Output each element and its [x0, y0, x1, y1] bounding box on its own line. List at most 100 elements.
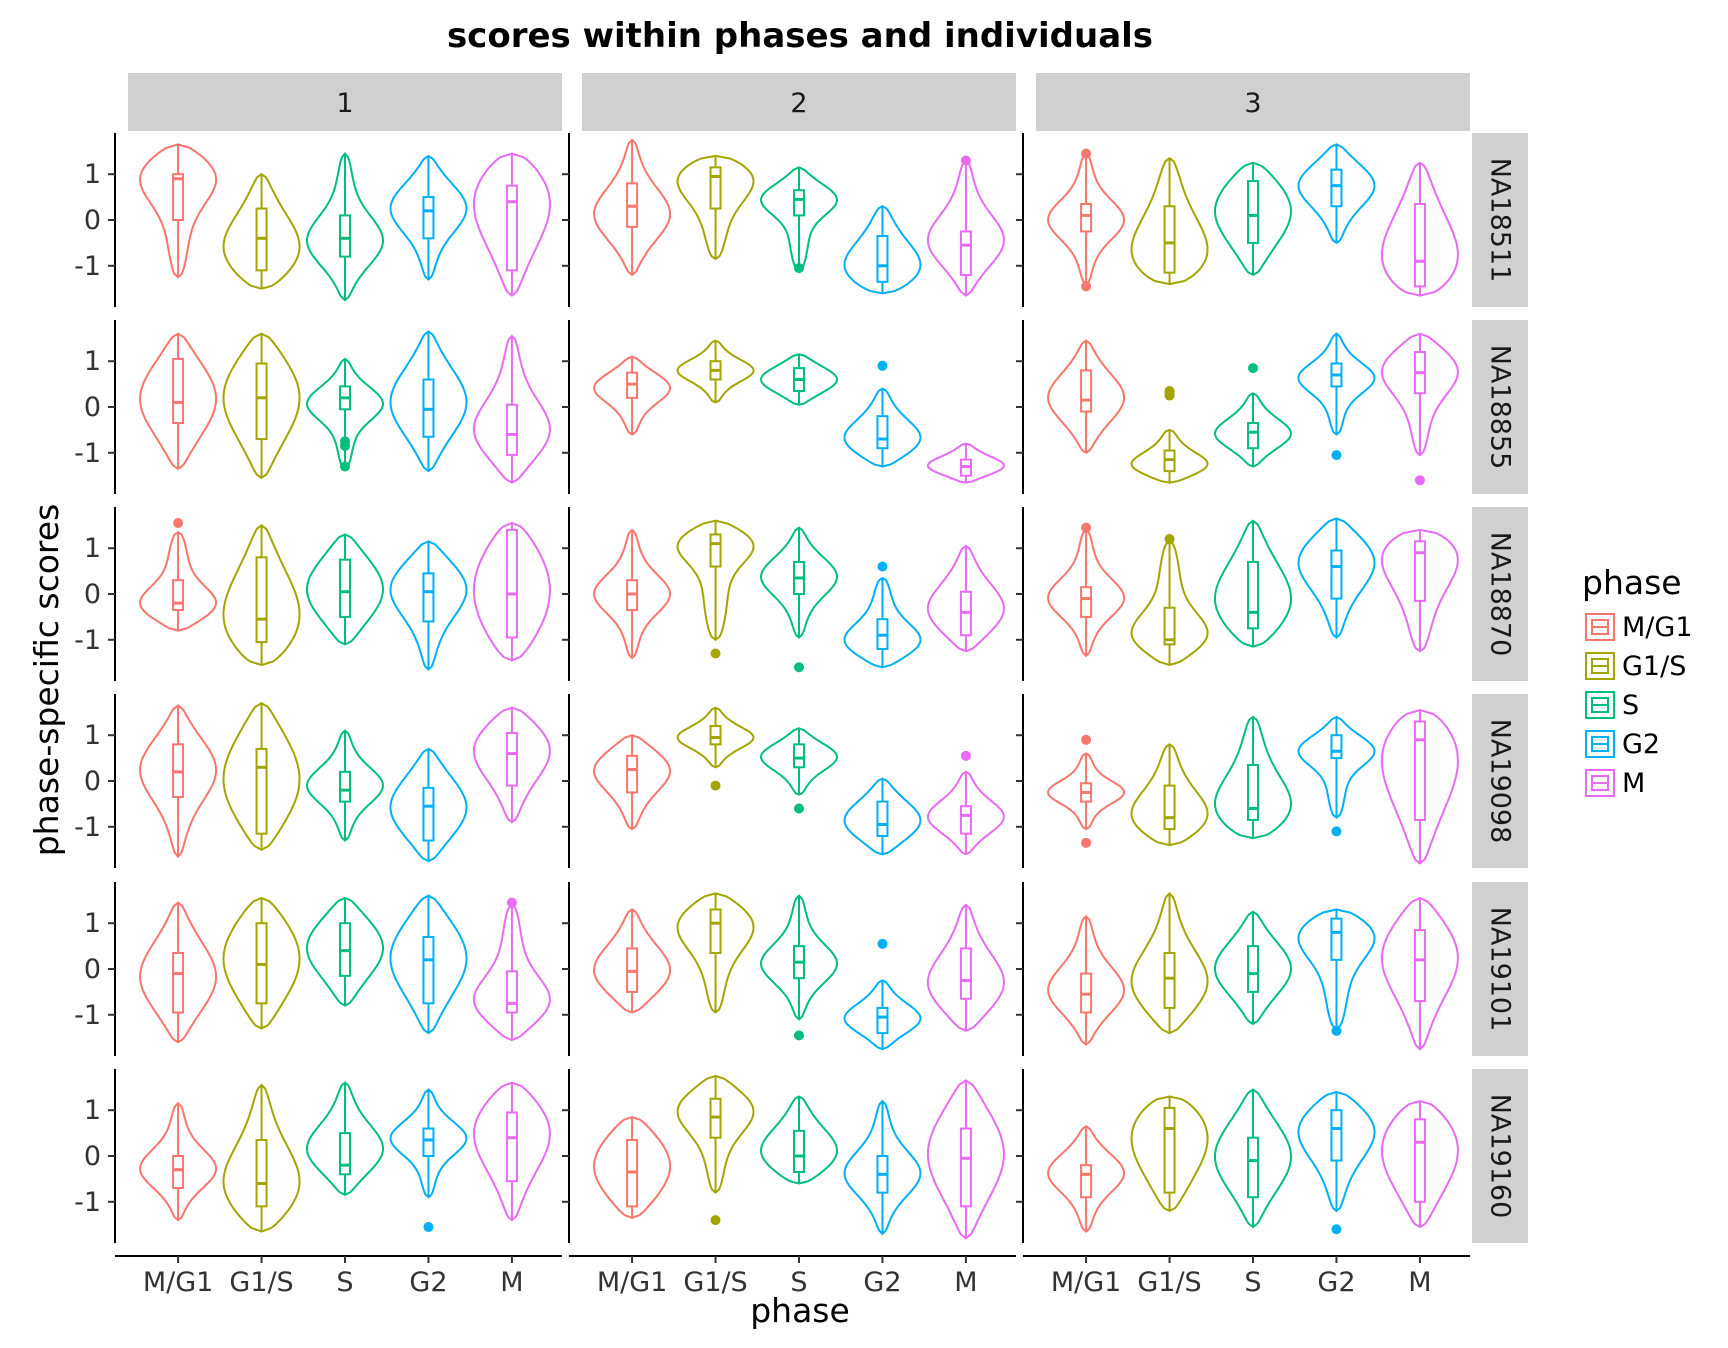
column-strip-1: 1 [128, 73, 562, 131]
outlier-point [1081, 148, 1092, 159]
box-iqr [1330, 168, 1343, 208]
outlier-point [340, 461, 350, 472]
row-strip-na19098: NA19098 [1472, 694, 1528, 868]
row-strip-background [1472, 882, 1528, 1056]
violin-shape [926, 544, 1005, 653]
violin-shape [389, 894, 468, 1035]
x-tick-label: G2 [863, 1267, 901, 1298]
legend-item-g1-s: G1/S [1582, 649, 1686, 683]
box-iqr [505, 403, 518, 457]
violin-m [926, 1079, 1005, 1240]
violin-g2 [389, 330, 468, 473]
box-iqr [709, 725, 722, 746]
violin-g1-s [222, 896, 301, 1030]
violin-g2 [843, 561, 922, 669]
y-tick-label: 1 [84, 346, 101, 377]
violin-m-g1 [139, 704, 218, 859]
legend-key-violin [1585, 769, 1615, 797]
box-iqr [1163, 205, 1176, 274]
outlier-point [1081, 734, 1092, 745]
violin-g1-s [676, 706, 755, 791]
violin-m [926, 544, 1005, 653]
x-tick-label: M [1408, 1267, 1431, 1298]
outlier-point [1164, 534, 1175, 545]
box-iqr [255, 362, 268, 441]
outlier-point [1164, 388, 1175, 399]
violin-shape [759, 353, 839, 406]
x-axis-title: phase [750, 1291, 850, 1330]
box-iqr [1080, 369, 1093, 413]
box-iqr [1413, 1118, 1426, 1203]
outlier-point [794, 662, 804, 673]
box-iqr [505, 1111, 518, 1183]
panel-na19101-2 [562, 882, 1005, 1056]
panel-na18511-1: 1 0 -1 [74, 133, 551, 307]
violin-m-g1 [593, 734, 672, 831]
violin-s [305, 729, 385, 842]
row-strip-label: NA19160 [1485, 1094, 1516, 1219]
outlier-point [794, 263, 804, 274]
box-iqr [422, 1127, 435, 1158]
outlier-point [423, 1221, 434, 1232]
violin-g1-s [676, 154, 755, 261]
violin-shape [1297, 143, 1376, 245]
x-tick-label: M/G1 [597, 1267, 668, 1298]
row-strip-na19101: NA19101 [1472, 882, 1528, 1056]
box-iqr [1080, 202, 1093, 233]
column-strip-label: 3 [1244, 88, 1261, 119]
violin-shape [759, 526, 839, 639]
legend-items: M/G1 G1/S S G2 M [1582, 610, 1693, 800]
legend-key-violin [1585, 652, 1615, 680]
violin-shape [759, 894, 839, 1021]
panel-na19098-2 [562, 694, 1005, 868]
violin-g1-s [676, 339, 755, 404]
column-strip-label: 2 [790, 88, 807, 119]
violin-m [472, 897, 551, 1042]
legend-item-m-g1: M/G1 [1582, 610, 1693, 644]
violin-g2 [1297, 908, 1376, 1036]
violin-shape [1213, 519, 1293, 648]
violin-g1-s [222, 524, 301, 667]
violin-g2 [843, 938, 922, 1051]
column-strip-label: 1 [336, 88, 353, 119]
violin-s [759, 166, 839, 274]
outlier-point [877, 360, 888, 371]
x-tick-label: M [500, 1267, 523, 1298]
legend: phase M/G1 G1/S S G2 M [1582, 563, 1693, 800]
violin-s [306, 1081, 384, 1197]
violin-m-g1 [593, 355, 672, 436]
legend-title: phase [1582, 563, 1682, 602]
outlier-point [506, 897, 517, 908]
violin-s [1214, 715, 1292, 840]
violin-shape [676, 706, 755, 769]
column-strip-background [128, 73, 562, 131]
outlier-point [877, 938, 888, 949]
x-tick-label: G2 [1317, 1267, 1355, 1298]
violin-m-g1 [593, 908, 672, 1014]
violin-shape [676, 892, 755, 1014]
column-strip-background [582, 73, 1016, 131]
outlier-point [1331, 450, 1342, 461]
violin-s [306, 896, 384, 1007]
box-iqr [626, 754, 639, 794]
violin-shape [926, 1079, 1005, 1240]
violin-shape [759, 727, 839, 796]
violin-shape [139, 332, 218, 471]
column-strip-2: 2 [582, 73, 1016, 131]
row-strip-label: NA19101 [1485, 907, 1516, 1032]
violin-shape [1047, 914, 1126, 1046]
x-tick-label: S [336, 1267, 353, 1298]
panel-na18855-3 [1016, 320, 1459, 494]
violin-shape [222, 1083, 301, 1233]
box-iqr [339, 214, 351, 258]
legend-key-violin [1585, 613, 1615, 641]
box-iqr [422, 196, 435, 240]
violin-m [1380, 896, 1459, 1051]
violin-shape [843, 777, 922, 856]
box-iqr [505, 970, 518, 1014]
box-iqr [1163, 784, 1176, 831]
violin-shape [389, 1088, 468, 1199]
violin-g1-s [676, 519, 755, 659]
violin-shape [1380, 708, 1459, 865]
violin-shape [472, 521, 551, 662]
